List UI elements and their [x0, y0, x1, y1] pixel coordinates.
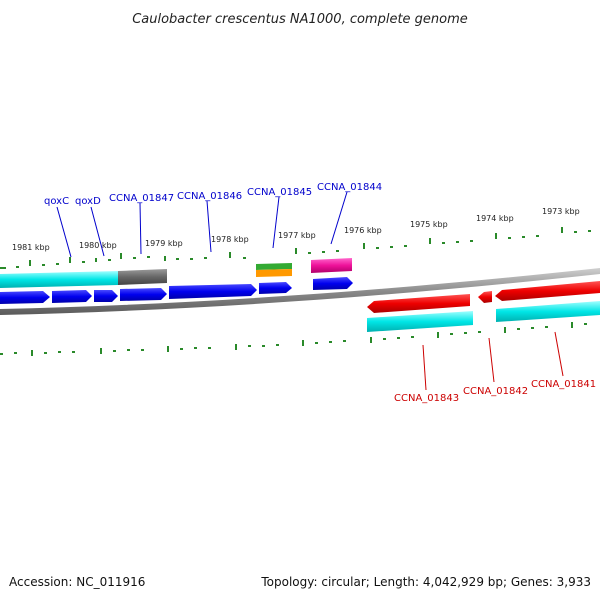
gene-label[interactable]: CCNA_01845 — [247, 187, 312, 198]
inner-scale-ruler — [0, 322, 587, 356]
scale-label: 1978 kbp — [211, 235, 249, 244]
forward-label-leaders — [56, 191, 348, 258]
outer-scale-ruler — [0, 227, 591, 269]
forward-gene-labels: qoxC qoxD CCNA_01847 CCNA_01846 CCNA_018… — [44, 182, 382, 207]
gene-label[interactable]: CCNA_01844 — [317, 182, 382, 193]
gene-feature-gray[interactable] — [118, 269, 167, 285]
genome-backbone — [0, 268, 600, 315]
cds-arrow[interactable] — [313, 277, 353, 290]
scale-label: 1979 kbp — [145, 239, 183, 248]
cds-arrow[interactable] — [367, 294, 470, 313]
forward-cds-row — [0, 277, 353, 304]
gene-feature-cyan[interactable] — [367, 311, 473, 332]
gene-feature-green[interactable] — [256, 263, 292, 270]
reverse-gene-features — [367, 301, 600, 332]
reverse-label-leaders — [422, 331, 564, 391]
genome-summary-text: Topology: circular; Length: 4,042,929 bp… — [260, 575, 591, 589]
scale-label: 1976 kbp — [344, 226, 382, 235]
map-title: Caulobacter crescentus NA1000, complete … — [132, 12, 468, 27]
gene-label[interactable]: CCNA_01846 — [177, 191, 242, 202]
gene-feature-cyan[interactable] — [0, 271, 118, 288]
gene-label[interactable]: CCNA_01843 — [394, 393, 459, 404]
accession-text: Accession: NC_011916 — [9, 575, 145, 589]
gene-feature-cyan[interactable] — [496, 301, 600, 322]
scale-label: 1973 kbp — [542, 207, 580, 216]
gene-label[interactable]: qoxD — [75, 196, 101, 207]
cds-arrow[interactable] — [94, 290, 118, 302]
cds-arrow[interactable] — [169, 284, 257, 299]
cds-arrow[interactable] — [259, 282, 292, 294]
cds-arrow[interactable] — [120, 288, 167, 301]
scale-label: 1975 kbp — [410, 220, 448, 229]
gene-label[interactable]: CCNA_01847 — [109, 193, 174, 204]
gene-feature-pink[interactable] — [311, 258, 352, 273]
gene-label[interactable]: qoxC — [44, 196, 69, 207]
forward-gene-features — [0, 258, 352, 288]
gene-label[interactable]: CCNA_01842 — [463, 386, 528, 397]
scale-label: 1977 kbp — [278, 231, 316, 240]
cds-arrow[interactable] — [0, 291, 50, 304]
gene-feature-orange[interactable] — [256, 269, 292, 277]
scale-label: 1974 kbp — [476, 214, 514, 223]
scale-label: 1981 kbp — [12, 243, 50, 252]
reverse-gene-labels: CCNA_01843 CCNA_01842 CCNA_01841 — [394, 379, 596, 404]
cds-arrow[interactable] — [495, 281, 600, 301]
cds-arrow[interactable] — [52, 290, 92, 303]
gene-label[interactable]: CCNA_01841 — [531, 379, 596, 390]
scale-label: 1980 kbp — [79, 241, 117, 250]
scale-labels: 1981 kbp 1980 kbp 1979 kbp 1978 kbp 1977… — [12, 207, 580, 252]
cds-arrow[interactable] — [478, 291, 492, 303]
reverse-cds-row — [367, 281, 600, 313]
